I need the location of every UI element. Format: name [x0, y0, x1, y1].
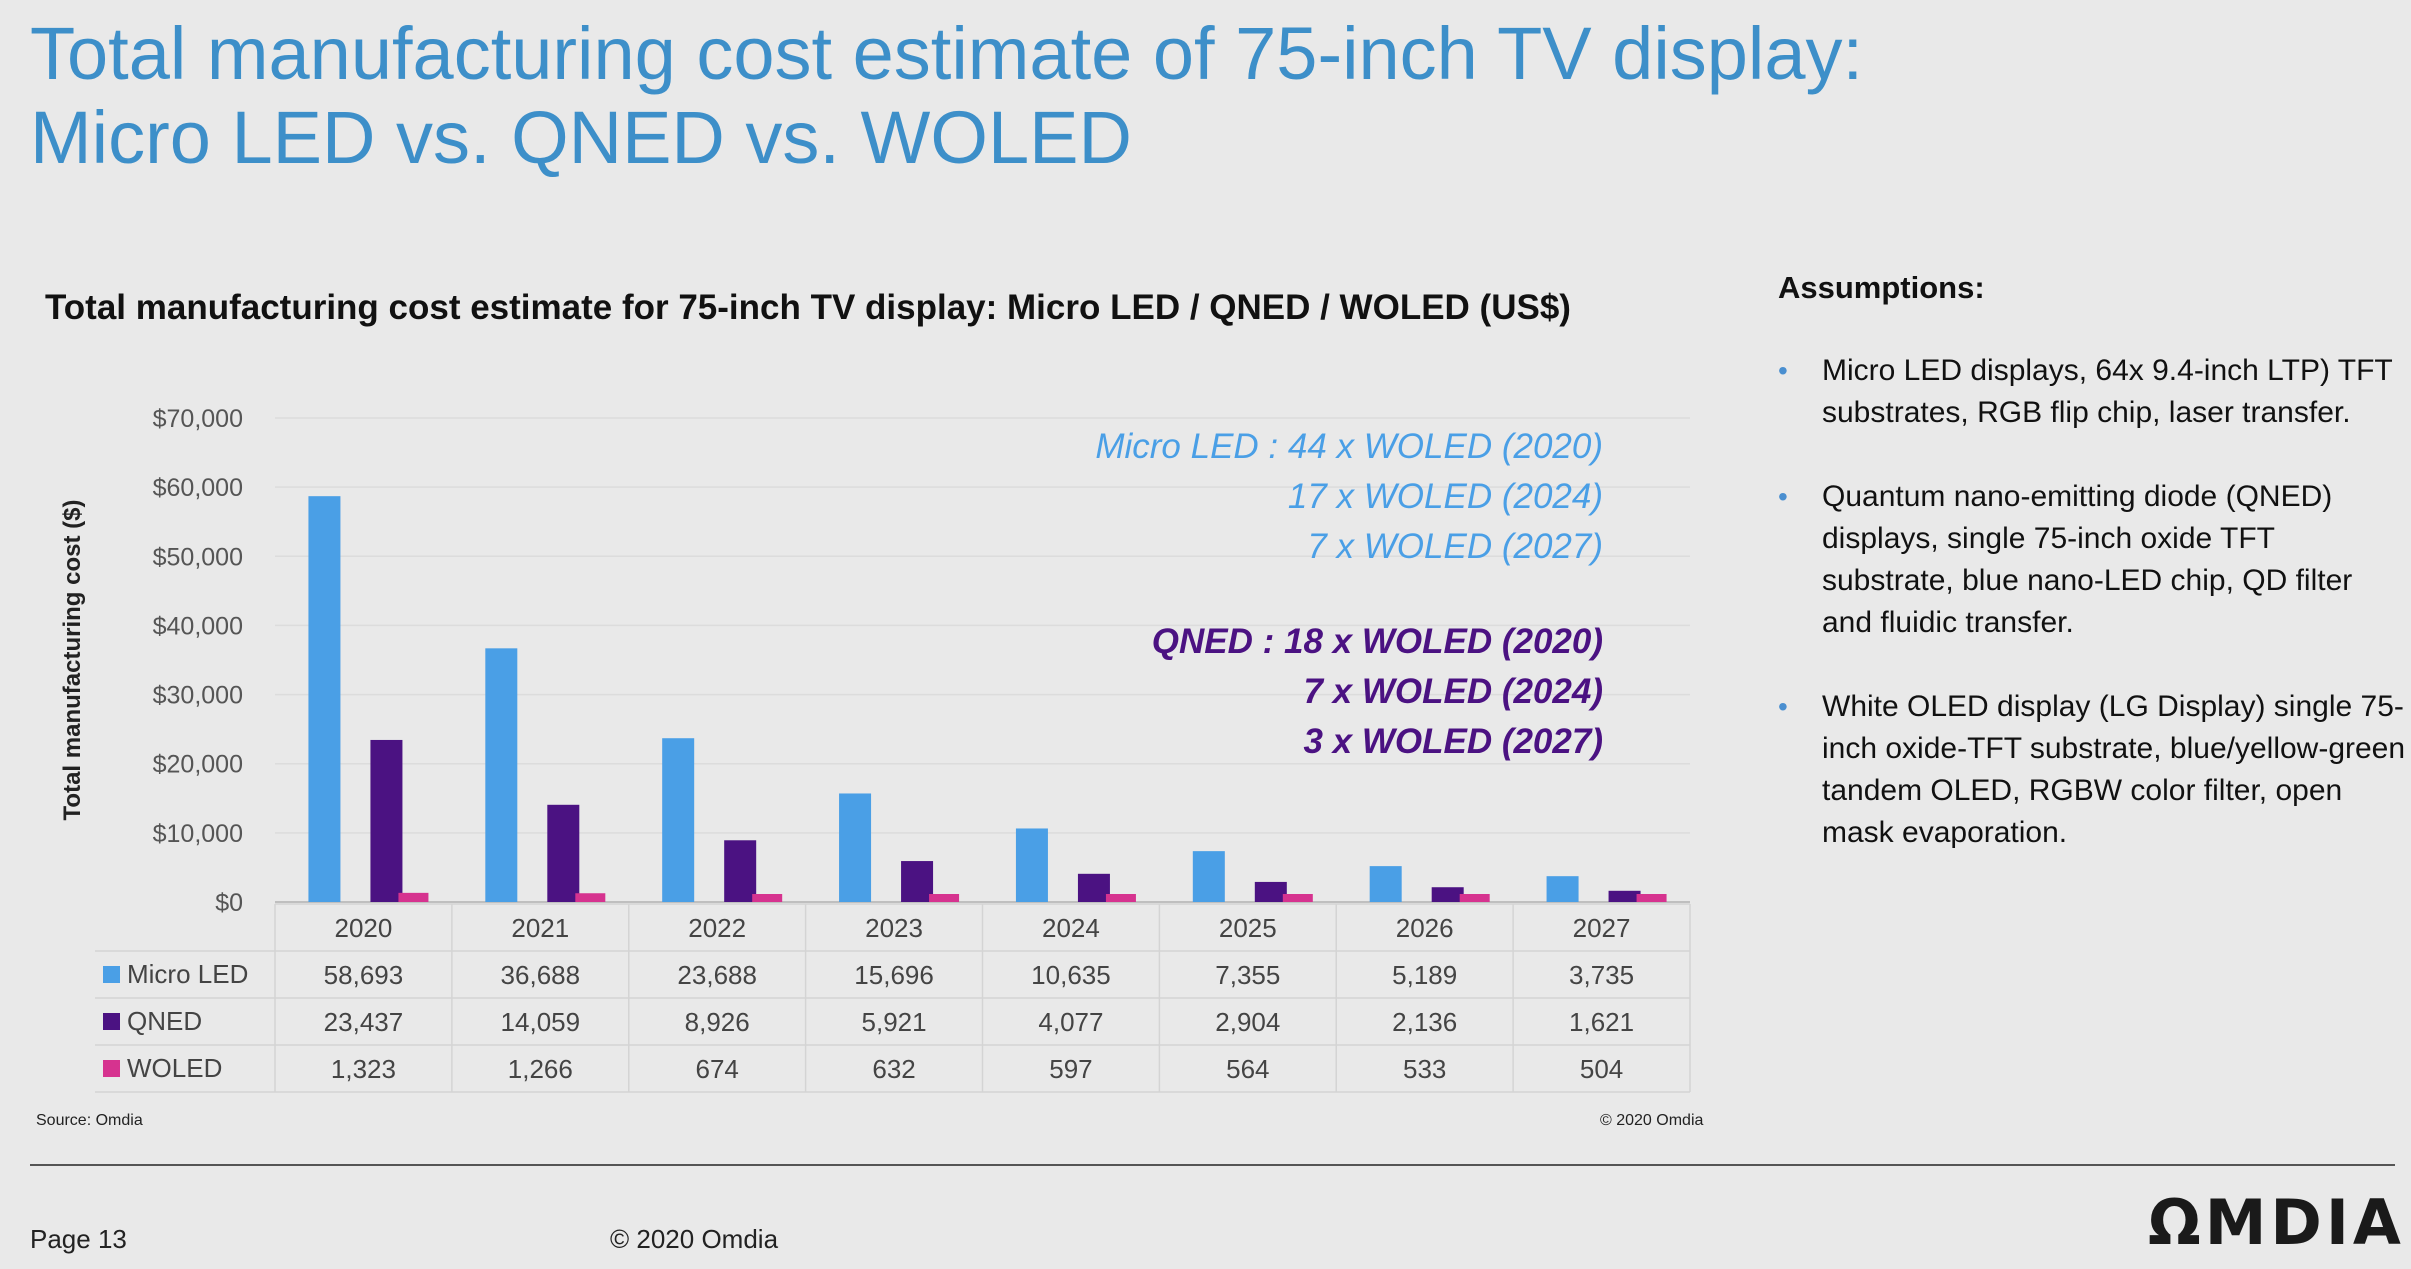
- legend-label: WOLED: [127, 1053, 222, 1083]
- assumption-item: • White OLED display (LG Display) single …: [1778, 686, 2408, 854]
- data-label: 2,136: [1392, 1007, 1457, 1037]
- data-label: 1,323: [331, 1054, 396, 1084]
- bar-micro-led: [839, 793, 872, 902]
- data-label: 7,355: [1215, 960, 1280, 990]
- chart-annotation: 7 x WOLED (2027): [1307, 527, 1603, 566]
- bar-micro-led: [1015, 828, 1048, 902]
- y-tick-label: $10,000: [153, 820, 243, 848]
- chart-annotation: 17 x WOLED (2024): [1288, 477, 1603, 516]
- bar-woled: [575, 893, 606, 902]
- legend-label: QNED: [127, 1006, 202, 1036]
- data-label: 4,077: [1038, 1007, 1103, 1037]
- bar-qned: [901, 861, 934, 902]
- bar-qned: [1431, 887, 1464, 902]
- bar-qned: [1077, 873, 1110, 902]
- legend-label: Micro LED: [127, 959, 248, 989]
- bar-woled: [1459, 894, 1490, 902]
- footer-divider: [30, 1164, 2395, 1166]
- chart-annotation: Micro LED : 44 x WOLED (2020): [1095, 427, 1603, 466]
- bar-micro-led: [485, 648, 518, 902]
- chart-annotation: QNED : 18 x WOLED (2020): [1152, 622, 1603, 661]
- data-label: 58,693: [324, 960, 404, 990]
- bar-woled: [398, 892, 429, 902]
- data-label: 10,635: [1031, 960, 1111, 990]
- data-label: 5,189: [1392, 960, 1457, 990]
- x-tick-label: 2026: [1396, 913, 1454, 943]
- bar-qned: [370, 739, 403, 902]
- data-label: 632: [872, 1054, 915, 1084]
- slide-title-line1: Total manufacturing cost estimate of 75-…: [30, 12, 1864, 95]
- assumptions-title: Assumptions:: [1778, 270, 1985, 305]
- bar-qned: [1608, 890, 1641, 902]
- chart-copyright: © 2020 Omdia: [1600, 1112, 1704, 1129]
- x-tick-label: 2021: [511, 913, 569, 943]
- data-label: 14,059: [501, 1007, 581, 1037]
- y-axis-label: Total manufacturing cost ($): [59, 500, 86, 821]
- data-label: 533: [1403, 1054, 1446, 1084]
- bullet-icon: •: [1778, 355, 1788, 386]
- data-label: 3,735: [1569, 960, 1634, 990]
- x-tick-label: 2024: [1042, 913, 1100, 943]
- y-tick-label: $30,000: [153, 682, 243, 710]
- chart-title: Total manufacturing cost estimate for 75…: [45, 288, 1571, 327]
- assumption-item: • Micro LED displays, 64x 9.4-inch LTP) T…: [1778, 350, 2408, 434]
- bar-chart: $0 $10,000 $20,000 $30,000 $40,000 $50,000 $60…: [59, 405, 1691, 1093]
- bar-micro-led: [308, 496, 341, 902]
- data-label: 8,926: [685, 1007, 750, 1037]
- legend-swatch: [103, 1013, 120, 1030]
- y-tick-label: $50,000: [153, 543, 243, 571]
- bar-qned: [547, 804, 580, 902]
- y-tick-label: $0: [215, 889, 243, 917]
- bullet-icon: •: [1778, 481, 1788, 512]
- footer-copyright: © 2020 Omdia: [610, 1224, 779, 1254]
- page-number: Page 13: [30, 1224, 127, 1254]
- data-label: 674: [695, 1054, 738, 1084]
- x-tick-label: 2025: [1219, 913, 1277, 943]
- y-tick-label: $20,000: [153, 751, 243, 779]
- y-tick-label: $60,000: [153, 474, 243, 502]
- omdia-logo: ΩMDIA: [2148, 1186, 2405, 1259]
- data-label: 23,437: [324, 1007, 404, 1037]
- assumption-item: • Quantum nano-emitting diode (QNED) disp…: [1778, 476, 2408, 644]
- bar-micro-led: [1369, 866, 1402, 902]
- x-tick-label: 2020: [335, 913, 393, 943]
- bar-woled: [752, 894, 783, 902]
- data-label: 23,688: [677, 960, 757, 990]
- x-tick-label: 2027: [1573, 913, 1631, 943]
- legend-swatch: [103, 966, 120, 983]
- data-label: 597: [1049, 1054, 1092, 1084]
- source-note: Source: Omdia: [36, 1112, 143, 1129]
- bar-woled: [1636, 894, 1667, 902]
- bar-woled: [1105, 894, 1136, 902]
- bar-woled: [929, 894, 960, 902]
- data-label: 15,696: [854, 960, 934, 990]
- bar-micro-led: [662, 738, 695, 902]
- y-tick-label: $70,000: [153, 405, 243, 433]
- data-label: 2,904: [1215, 1007, 1280, 1037]
- data-label: 504: [1580, 1054, 1623, 1084]
- data-label: 1,621: [1569, 1007, 1634, 1037]
- bar-micro-led: [1546, 876, 1579, 902]
- data-label: 5,921: [862, 1007, 927, 1037]
- chart-annotation: 7 x WOLED (2024): [1303, 672, 1603, 711]
- x-tick-label: 2023: [865, 913, 923, 943]
- bar-qned: [724, 840, 757, 902]
- assumptions-list: • Micro LED displays, 64x 9.4-inch LTP) T…: [1778, 350, 2408, 896]
- bar-woled: [1282, 894, 1313, 902]
- slide-title: Total manufacturing cost estimate of 75-…: [30, 12, 2230, 180]
- legend-swatch: [103, 1060, 120, 1077]
- bar-qned: [1254, 881, 1287, 902]
- data-label: 1,266: [508, 1054, 573, 1084]
- data-label: 36,688: [501, 960, 581, 990]
- chart-annotation: 3 x WOLED (2027): [1303, 722, 1603, 761]
- x-tick-label: 2022: [688, 913, 746, 943]
- bar-micro-led: [1192, 851, 1225, 902]
- y-tick-label: $40,000: [153, 612, 243, 640]
- data-label: 564: [1226, 1054, 1269, 1084]
- slide-title-line2: Micro LED vs. QNED vs. WOLED: [30, 96, 1132, 179]
- bullet-icon: •: [1778, 691, 1788, 722]
